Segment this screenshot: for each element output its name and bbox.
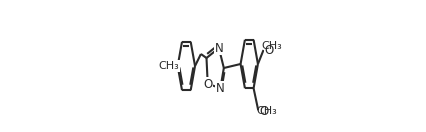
- Text: CH₃: CH₃: [256, 106, 277, 116]
- Text: O: O: [203, 77, 212, 91]
- Text: O: O: [259, 105, 269, 118]
- Text: CH₃: CH₃: [158, 61, 179, 71]
- Text: O: O: [265, 44, 274, 56]
- Text: N: N: [216, 81, 225, 95]
- Text: CH₃: CH₃: [262, 41, 282, 51]
- Text: N: N: [215, 41, 223, 55]
